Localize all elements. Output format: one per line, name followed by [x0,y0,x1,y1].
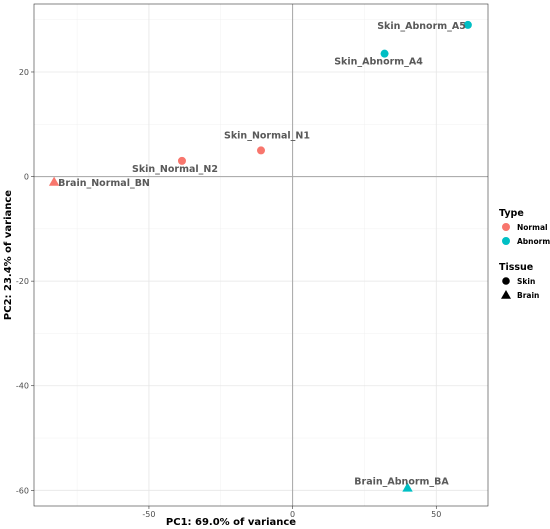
legend-key-normal [502,223,510,231]
data-points [48,20,472,492]
y-axis-ticks: 20 0 -20 -40 -60 [16,68,34,495]
y-tick-label: -20 [16,277,29,286]
data-label-Brain_Abnorm_BA: Brain_Abnorm_BA [354,477,449,488]
data-point-labels: Skin_Abnorm_A5 Skin_Abnorm_A4 Skin_Normal_… [58,21,466,488]
data-point-Skin_Abnorm_A5 [463,20,472,29]
legend-label-skin: Skin [517,277,535,286]
x-axis-ticks: -50 0 50 [142,506,441,519]
x-axis-title: PC1: 69.0% of variance [166,517,296,528]
legend-title-type: Type [499,208,524,219]
legend-label-brain: Brain [517,291,539,300]
y-tick-label: 0 [24,173,29,182]
x-tick-label: 50 [431,510,441,519]
legend-label-normal: Normal [517,223,548,232]
data-label-Brain_Normal_BN: Brain_Normal_BN [58,178,150,189]
legend-key-brain [501,290,511,299]
legend-title-tissue: Tissue [499,262,533,273]
grid-major [34,4,488,506]
y-axis-title: PC2: 23.4% of variance [3,190,14,320]
data-label-Skin_Abnorm_A5: Skin_Abnorm_A5 [377,21,466,32]
y-tick-label: 20 [19,68,29,77]
grid-minor [34,4,488,506]
legend-key-skin [502,277,510,285]
legend-key-abnorm [502,237,510,245]
x-tick-label: 0 [290,510,295,519]
data-point-Skin_Normal_N1 [257,146,265,155]
legend: Type Normal Abnorm Tissue Skin Brain [499,208,550,300]
zero-lines [34,4,488,506]
y-tick-label: -60 [16,486,29,495]
data-point-Skin_Normal_N2 [177,156,186,165]
data-point-Brain_Abnorm_BA [402,482,413,492]
data-label-Skin_Abnorm_A4: Skin_Abnorm_A4 [334,57,423,68]
data-point-Skin_Abnorm_A4 [380,49,389,58]
data-point-Brain_Normal_BN [48,176,60,186]
x-tick-label: -50 [142,510,155,519]
data-label-Skin_Normal_N2: Skin_Normal_N2 [132,164,218,175]
legend-label-abnorm: Abnorm [517,237,550,246]
data-label-Skin_Normal_N1: Skin_Normal_N1 [224,130,310,141]
panel-border [33,3,489,507]
y-tick-label: -40 [16,382,29,391]
